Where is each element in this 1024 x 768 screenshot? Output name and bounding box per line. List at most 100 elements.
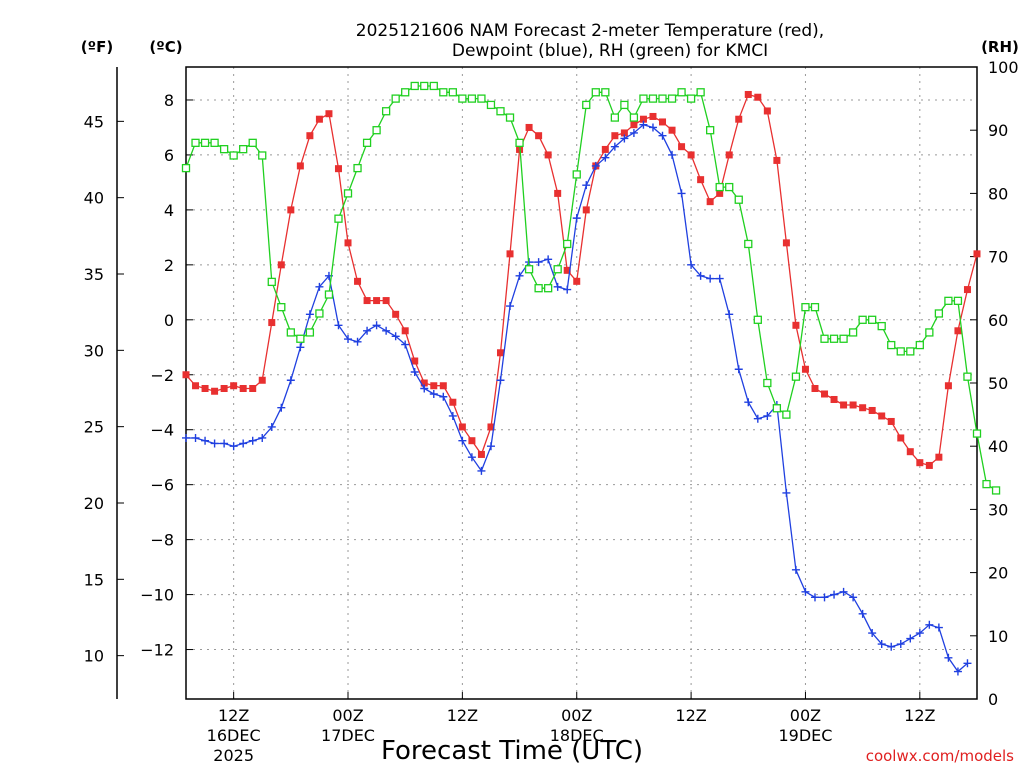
celsius-axis-label: (ºC) [149, 38, 182, 56]
rh-point [229, 151, 238, 160]
dewpoint-point [887, 642, 896, 651]
rh-point [286, 328, 295, 337]
rh-point [934, 309, 944, 318]
temperature-point [601, 145, 609, 153]
temperature-point [325, 110, 333, 118]
rh-point [248, 138, 257, 147]
celsius-tick-label: 2 [164, 256, 174, 275]
rh-point [381, 107, 391, 116]
celsius-tick-label: −6 [150, 476, 174, 495]
rh-point [620, 100, 629, 110]
time-tick-label: 12Z [447, 706, 478, 725]
temperature-point [401, 327, 409, 335]
rh-point [686, 94, 696, 103]
dewpoint-point [639, 120, 648, 129]
dewpoint-point [363, 326, 372, 335]
dewpoint-point [258, 433, 267, 442]
dewpoint-point [677, 189, 686, 198]
rh-point [744, 239, 753, 249]
dewpoint-point [401, 340, 410, 349]
rh-point [639, 94, 648, 103]
dewpoint-point [725, 310, 734, 319]
temperature-point [563, 266, 571, 274]
temperature-point [973, 250, 981, 258]
rh-point [181, 163, 191, 173]
temperature-point [735, 115, 743, 123]
rh-point [401, 88, 410, 97]
temperature-point [411, 357, 419, 365]
rh-point [715, 182, 724, 192]
rh-point [543, 284, 553, 293]
rh-point [725, 182, 734, 192]
series-layer [181, 81, 1001, 676]
temperature-point [887, 417, 895, 425]
temperature-point [763, 107, 771, 115]
time-tick-label: 12Z [675, 706, 706, 725]
dewpoint-point [458, 436, 467, 445]
rh-point [791, 372, 801, 381]
rh-point [868, 315, 877, 324]
dewpoint-point [868, 629, 877, 638]
temperature-point [201, 384, 209, 392]
dewpoint-point [687, 260, 696, 269]
time-tick-date: 17DEC [321, 726, 375, 745]
dewpoint-point [810, 593, 819, 602]
dewpoint-point [353, 337, 362, 346]
temperature-point [315, 115, 323, 123]
temperature-point [535, 132, 543, 140]
dewpoint-point [753, 414, 762, 423]
temperature-point [220, 384, 228, 392]
temperature-point [830, 395, 838, 403]
rh-point [258, 151, 267, 160]
temperature-series [182, 90, 981, 469]
temperature-point [192, 382, 200, 390]
dewpoint-point [210, 439, 219, 448]
temperature-point [296, 162, 304, 170]
dewpoint-point [191, 433, 200, 442]
time-tick-label: 00Z [332, 706, 363, 725]
temperature-point [211, 387, 219, 395]
dewpoint-point [534, 258, 543, 267]
temperature-point [649, 112, 657, 120]
temperature-point [458, 423, 466, 431]
rh-point [439, 88, 448, 97]
fahrenheit-tick-label: 15 [84, 570, 104, 589]
time-tick-label: 00Z [790, 706, 821, 725]
rh-point [210, 138, 219, 147]
dewpoint-line [186, 123, 968, 673]
rh-point [839, 334, 848, 343]
temperature-point [849, 401, 857, 409]
rh-point [524, 265, 534, 274]
rh-point [420, 81, 429, 91]
dewpoint-point [849, 593, 858, 602]
dewpoint-point [668, 150, 677, 159]
temperature-point [573, 277, 581, 285]
rh-point [553, 265, 562, 274]
dewpoint-point [391, 332, 400, 341]
temperature-point [925, 461, 933, 469]
temperature-point [840, 401, 848, 409]
rh-point [191, 138, 200, 147]
dewpoint-point [896, 640, 905, 649]
rh-point [496, 107, 505, 116]
celsius-tick-label: −4 [150, 421, 174, 440]
dewpoint-point [696, 271, 705, 280]
temperature-point [430, 382, 438, 390]
fahrenheit-axis-label: (ºF) [81, 38, 113, 56]
celsius-tick-label: 4 [164, 201, 174, 220]
rh-point [925, 328, 934, 337]
rh-point [572, 170, 581, 179]
dewpoint-point [229, 442, 238, 451]
temperature-point [277, 261, 285, 269]
time-tick-label: 00Z [561, 706, 592, 725]
dewpoint-point [496, 376, 505, 385]
temperature-point [868, 406, 876, 414]
dewpoint-point [953, 667, 962, 676]
temperature-point [525, 123, 533, 131]
temperature-point [287, 206, 295, 214]
dewpoint-point [820, 593, 829, 602]
temperature-point [620, 129, 628, 137]
rh-point [848, 328, 858, 337]
dewpoint-point [791, 565, 800, 574]
dewpoint-point [220, 439, 229, 448]
